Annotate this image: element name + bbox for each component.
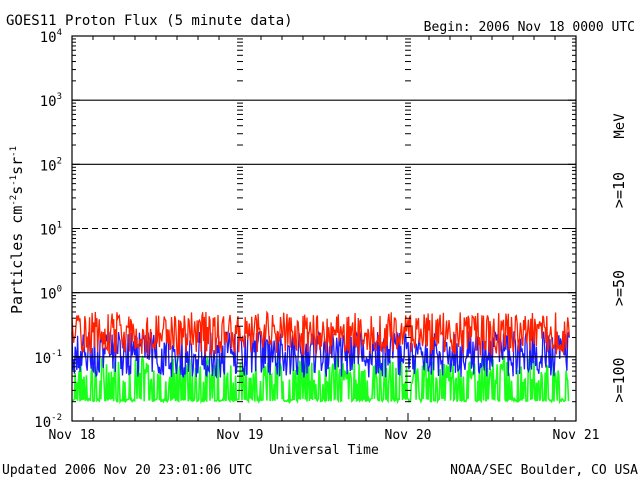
y-tick-label: 102 [40, 156, 62, 174]
begin-label: Begin: 2006 Nov 18 0000 UTC [424, 20, 635, 35]
legend-entry-ge10: >=10 [610, 172, 628, 208]
y-tick-label: 10-2 [34, 413, 62, 431]
grid-layer [72, 38, 576, 403]
x-tick-label: Nov 19 [217, 428, 264, 443]
x-tick-label: Nov 20 [385, 428, 432, 443]
x-tick-label: Nov 21 [553, 428, 600, 443]
y-tick-label: 104 [40, 28, 62, 46]
series-line-ge50 [71, 329, 570, 379]
y-tick-label: 101 [40, 221, 62, 239]
legend-entry-ge100: >=100 [610, 357, 628, 402]
legend-entry-ge50: >=50 [610, 270, 628, 306]
series-layer [71, 310, 570, 405]
legend-unit: MeV [612, 113, 628, 139]
y-tick-label: 10-1 [34, 349, 62, 367]
x-axis-label: Universal Time [269, 443, 379, 458]
chart-title: GOES11 Proton Flux (5 minute data) [6, 13, 293, 29]
source-credit: NOAA/SEC Boulder, CO USA [450, 463, 638, 478]
x-tick-label: Nov 18 [49, 428, 96, 443]
y-tick-label: 100 [40, 285, 62, 303]
y-tick-label: 103 [40, 92, 62, 110]
y-axis-label: Particles cm-2s-1sr-1 [8, 146, 26, 314]
updated-timestamp: Updated 2006 Nov 20 23:01:06 UTC [2, 463, 252, 478]
series-line-ge10 [71, 310, 570, 357]
series-line-ge100 [71, 354, 570, 405]
